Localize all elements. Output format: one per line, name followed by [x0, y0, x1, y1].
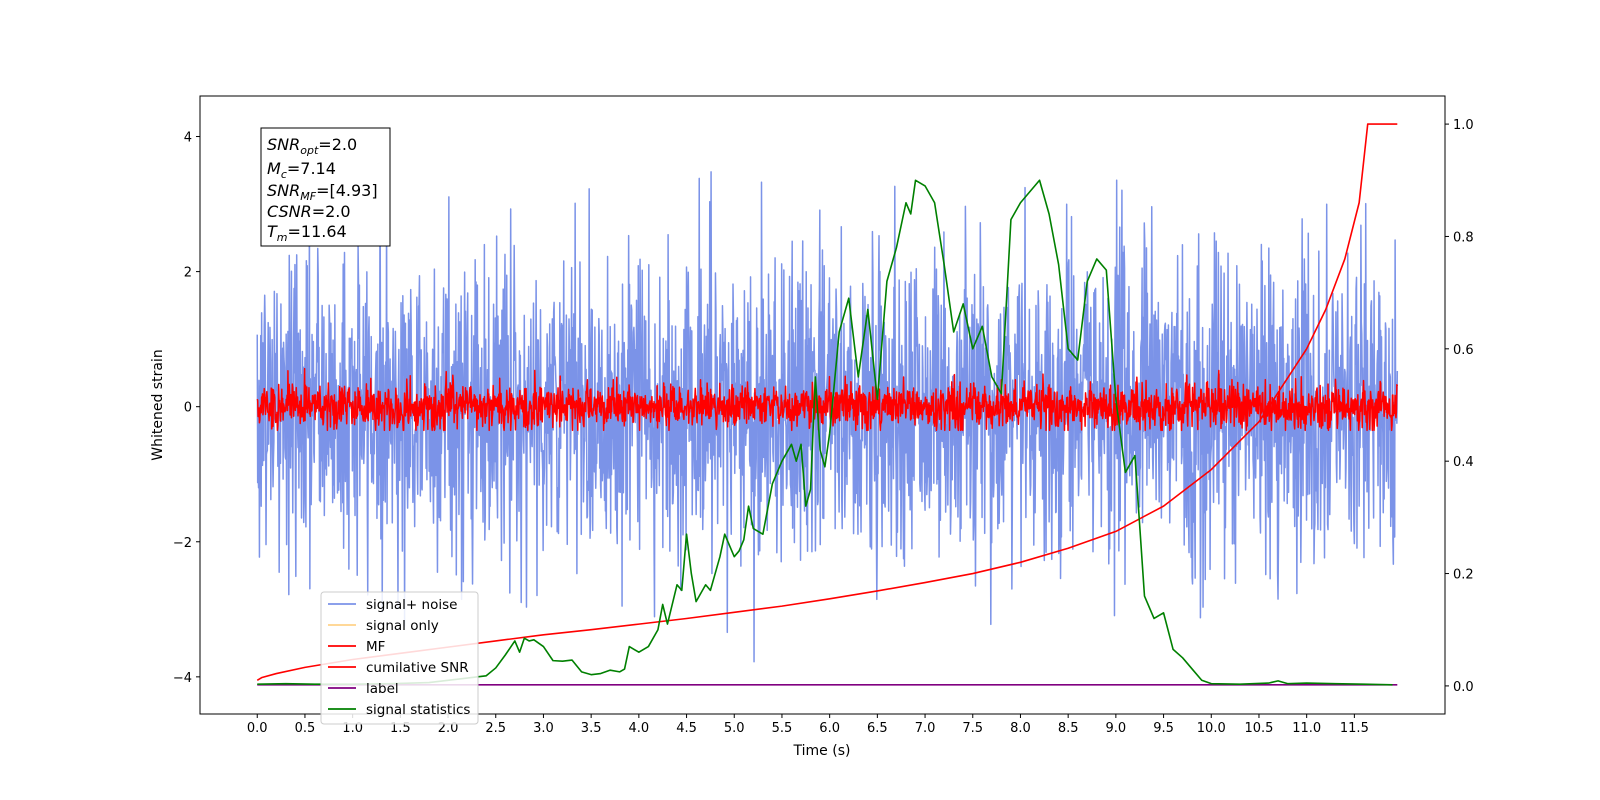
info-tm-subscript: m — [277, 231, 288, 244]
y2-tick-label: 0.8 — [1453, 230, 1474, 245]
info-csnr-symbol: CSNR — [267, 202, 312, 221]
x-tick-label: 9.5 — [1153, 721, 1174, 736]
x-tick-label: 2.5 — [485, 721, 506, 736]
x-tick-label: 11.0 — [1292, 721, 1321, 736]
info-mc: Mc=7.14 — [267, 159, 336, 181]
x-tick-label: 5.0 — [724, 721, 745, 736]
y-ticks: 4 2 0 −2 −4 — [173, 131, 200, 686]
legend-label: label — [366, 681, 399, 697]
info-snr-mf: SNRMF=[4.93] — [267, 181, 378, 203]
y2-ticks: 1.0 0.8 0.6 0.4 0.2 0.0 — [1445, 118, 1474, 695]
y2-tick-label: 0.0 — [1453, 680, 1474, 695]
y2-tick-label: 0.4 — [1453, 455, 1474, 470]
y-tick-label: 4 — [184, 131, 192, 146]
info-snr-mf-subscript: MF — [300, 190, 316, 203]
info-snr-mf-value: =[4.93] — [316, 181, 378, 200]
x-tick-label: 4.5 — [676, 721, 697, 736]
legend-label: cumilative SNR — [366, 660, 469, 676]
y-tick-label: −2 — [173, 536, 192, 551]
y-axis-label: Whitened strain — [150, 349, 166, 460]
info-tm-symbol: T — [267, 222, 278, 241]
series-line-signal-statistics — [257, 179, 1393, 686]
info-box-frame — [260, 127, 391, 247]
x-tick-label: 9.0 — [1106, 721, 1127, 736]
legend-label: signal+ noise — [366, 597, 457, 613]
info-snr-mf-symbol: SNR — [267, 181, 300, 200]
x-tick-label: 10.0 — [1197, 721, 1226, 736]
info-csnr: CSNR=2.0 — [267, 202, 351, 221]
x-tick-label: 8.5 — [1058, 721, 1079, 736]
legend-label: MF — [366, 639, 385, 655]
legend-frame — [320, 591, 479, 725]
x-tick-label: 6.5 — [867, 721, 888, 736]
y2-tick-label: 0.2 — [1453, 568, 1474, 583]
x-tick-label: 3.5 — [581, 721, 602, 736]
series-line-mf — [256, 367, 1399, 432]
info-mc-value: =7.14 — [287, 159, 336, 178]
legend-label: signal statistics — [366, 702, 470, 718]
x-tick-label: 11.5 — [1340, 721, 1369, 736]
x-tick-label: 6.0 — [819, 721, 840, 736]
y2-tick-label: 1.0 — [1453, 118, 1474, 133]
x-tick-label: 0.0 — [247, 721, 268, 736]
y-tick-label: 0 — [184, 401, 192, 416]
info-snr-opt-value: =2.0 — [318, 135, 357, 154]
x-tick-label: 2.0 — [438, 721, 459, 736]
x-tick-label: 5.5 — [772, 721, 793, 736]
info-mc-subscript: c — [281, 168, 287, 181]
series-line-signal-noise — [256, 155, 1399, 663]
x-tick-label: 0.5 — [295, 721, 316, 736]
x-tick-label: 1.0 — [342, 721, 363, 736]
x-tick-label: 1.5 — [390, 721, 411, 736]
plot-frame — [199, 95, 1446, 715]
x-tick-label: 8.0 — [1010, 721, 1031, 736]
x-tick-label: 10.5 — [1244, 721, 1273, 736]
x-tick-label: 4.0 — [629, 721, 650, 736]
info-csnr-value: =2.0 — [312, 202, 351, 221]
legend: signal+ noise signal only MF cumilative SNR… — [320, 591, 479, 725]
y-tick-label: 2 — [184, 266, 192, 281]
info-snr-opt-subscript: opt — [300, 144, 319, 157]
info-box: SNRopt=2.0 Mc=7.14 SNRMF=[4.93] CSNR=2.0… — [260, 127, 391, 247]
y2-tick-label: 0.6 — [1453, 343, 1474, 358]
x-tick-label: 7.0 — [915, 721, 936, 736]
y-tick-label: −4 — [173, 671, 192, 686]
x-tick-label: 7.5 — [962, 721, 983, 736]
legend-label: signal only — [366, 618, 439, 634]
info-mc-symbol: M — [267, 159, 281, 178]
info-tm: Tm=11.64 — [267, 222, 347, 244]
x-tick-label: 3.0 — [533, 721, 554, 736]
info-tm-value: =11.64 — [288, 222, 347, 241]
info-snr-opt: SNRopt=2.0 — [267, 135, 357, 157]
info-snr-opt-symbol: SNR — [267, 135, 300, 154]
x-axis-label: Time (s) — [793, 743, 851, 759]
legend-items: signal+ noise signal only MF cumilative SNR… — [328, 597, 470, 718]
x-ticks: 0.0 0.5 1.0 1.5 2.0 2.5 3.0 3.5 4.0 4.5 5.0 5.5 6.0 6… — [247, 714, 1369, 736]
